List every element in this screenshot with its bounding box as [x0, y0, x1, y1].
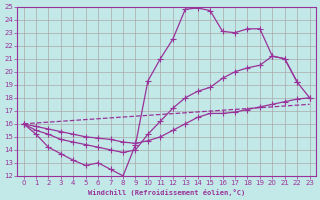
X-axis label: Windchill (Refroidissement éolien,°C): Windchill (Refroidissement éolien,°C) [88, 189, 245, 196]
